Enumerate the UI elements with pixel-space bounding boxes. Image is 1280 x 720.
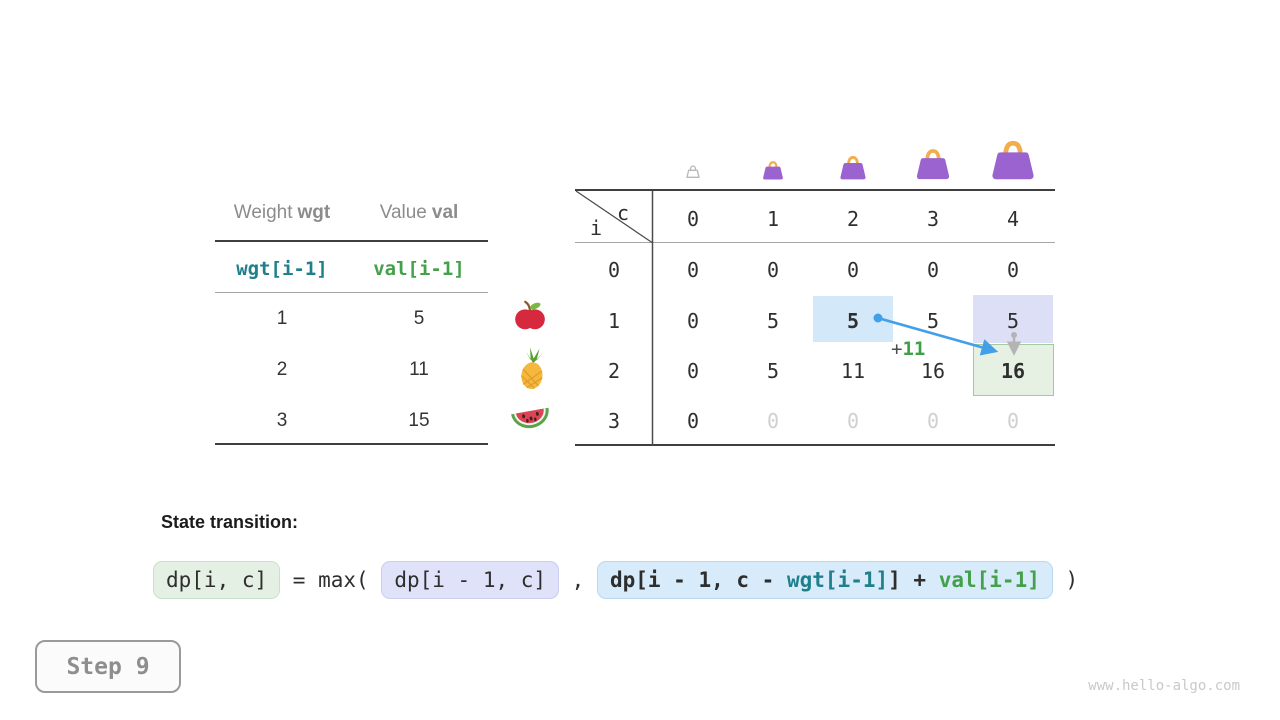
bag-icon — [763, 161, 783, 180]
dp-cell: 16 — [920, 359, 946, 383]
added-value: 11 — [902, 338, 926, 360]
formula-arg2-prefix: dp[i - 1, c - — [609, 568, 787, 592]
dp-cell-previous: 5 — [1006, 309, 1020, 333]
dp-row-header: 1 — [607, 309, 621, 333]
formula-wgt-term: wgt[i-1] — [786, 568, 889, 592]
val-array-label: val[i-1] — [373, 258, 465, 280]
wgt-array-label: wgt[i-1] — [236, 258, 328, 280]
items-table-bottom-rule — [215, 443, 488, 445]
dp-col-header: 3 — [926, 207, 940, 231]
formula-arg2-mid: ] + — [888, 568, 939, 592]
formula-arg1-box: dp[i - 1, c] — [381, 561, 560, 599]
bag-icon — [840, 156, 866, 180]
items-table-mid-rule — [215, 292, 488, 293]
add-value-annotation: +11 — [891, 338, 925, 360]
watermark: www.hello-algo.com — [1088, 678, 1240, 694]
weight-header-label: Weight — [233, 202, 293, 223]
dp-cell: 0 — [926, 258, 940, 282]
bag-icon — [992, 140, 1034, 180]
formula-lhs-box: dp[i, c] — [153, 561, 281, 599]
dp-cell-source: 5 — [846, 309, 860, 333]
plus-sign: + — [891, 338, 903, 360]
corner-label-i: i — [590, 216, 603, 240]
item-2-weight: 2 — [276, 359, 288, 380]
bag-empty-icon — [686, 165, 700, 178]
bag-icon — [916, 149, 950, 180]
dp-table-header-rule — [575, 242, 1055, 243]
dp-cell-target: 16 — [1000, 359, 1026, 383]
formula-close-paren: ) — [1052, 568, 1079, 592]
corner-label-c: c — [617, 201, 630, 225]
dp-cell-pending: 0 — [766, 409, 780, 433]
state-transition-formula: dp[i, c] = max( dp[i - 1, c] , dp[i - 1,… — [153, 561, 1078, 599]
dp-cell-pending: 0 — [846, 409, 860, 433]
dp-cell: 0 — [686, 359, 700, 383]
dp-col-header: 1 — [766, 207, 780, 231]
formula-val-term: val[i-1] — [938, 568, 1040, 592]
dp-table-bottom-rule — [575, 444, 1055, 446]
dp-cell: 5 — [766, 309, 780, 333]
dp-cell: 11 — [840, 359, 866, 383]
dp-cell: 0 — [686, 409, 700, 433]
dp-table-lines — [575, 190, 654, 446]
apple-icon — [515, 300, 545, 330]
items-table-weight-header: Weight wgt — [213, 190, 351, 236]
item-3-value: 15 — [408, 410, 430, 431]
dp-row-header: 0 — [607, 258, 621, 282]
dp-cell: 0 — [846, 258, 860, 282]
dp-row-header: 2 — [607, 359, 621, 383]
dp-cell-pending: 0 — [1006, 409, 1020, 433]
value-header-code: val — [431, 202, 459, 223]
item-1-value: 5 — [413, 308, 425, 329]
formula-comma: , — [559, 568, 597, 592]
state-transition-heading: State transition: — [161, 512, 299, 532]
dp-col-header: 2 — [846, 207, 860, 231]
item-1-weight: 1 — [276, 308, 288, 329]
dp-col-header: 0 — [686, 207, 700, 231]
dp-row-header: 3 — [607, 409, 621, 433]
items-table-top-rule — [215, 240, 488, 242]
item-3-weight: 3 — [276, 410, 288, 431]
pineapple-icon — [520, 347, 543, 390]
dp-cell: 0 — [686, 309, 700, 333]
dp-cell-pending: 0 — [926, 409, 940, 433]
dp-col-header: 4 — [1006, 207, 1020, 231]
dp-table-top-rule — [575, 189, 1055, 191]
item-2-value: 11 — [409, 359, 429, 380]
step-badge: Step 9 — [35, 640, 181, 693]
items-table-value-header: Value val — [350, 190, 488, 236]
dp-cell: 0 — [766, 258, 780, 282]
dp-cell: 5 — [766, 359, 780, 383]
dp-cell: 0 — [1006, 258, 1020, 282]
weight-header-code: wgt — [297, 202, 331, 223]
watermelon-icon — [511, 407, 549, 429]
value-header-label: Value — [379, 202, 427, 223]
formula-arg2-box: dp[i - 1, c - wgt[i-1]] + val[i-1] — [596, 561, 1053, 599]
dp-cell: 0 — [686, 258, 700, 282]
formula-equals-max: = max( — [280, 568, 382, 592]
